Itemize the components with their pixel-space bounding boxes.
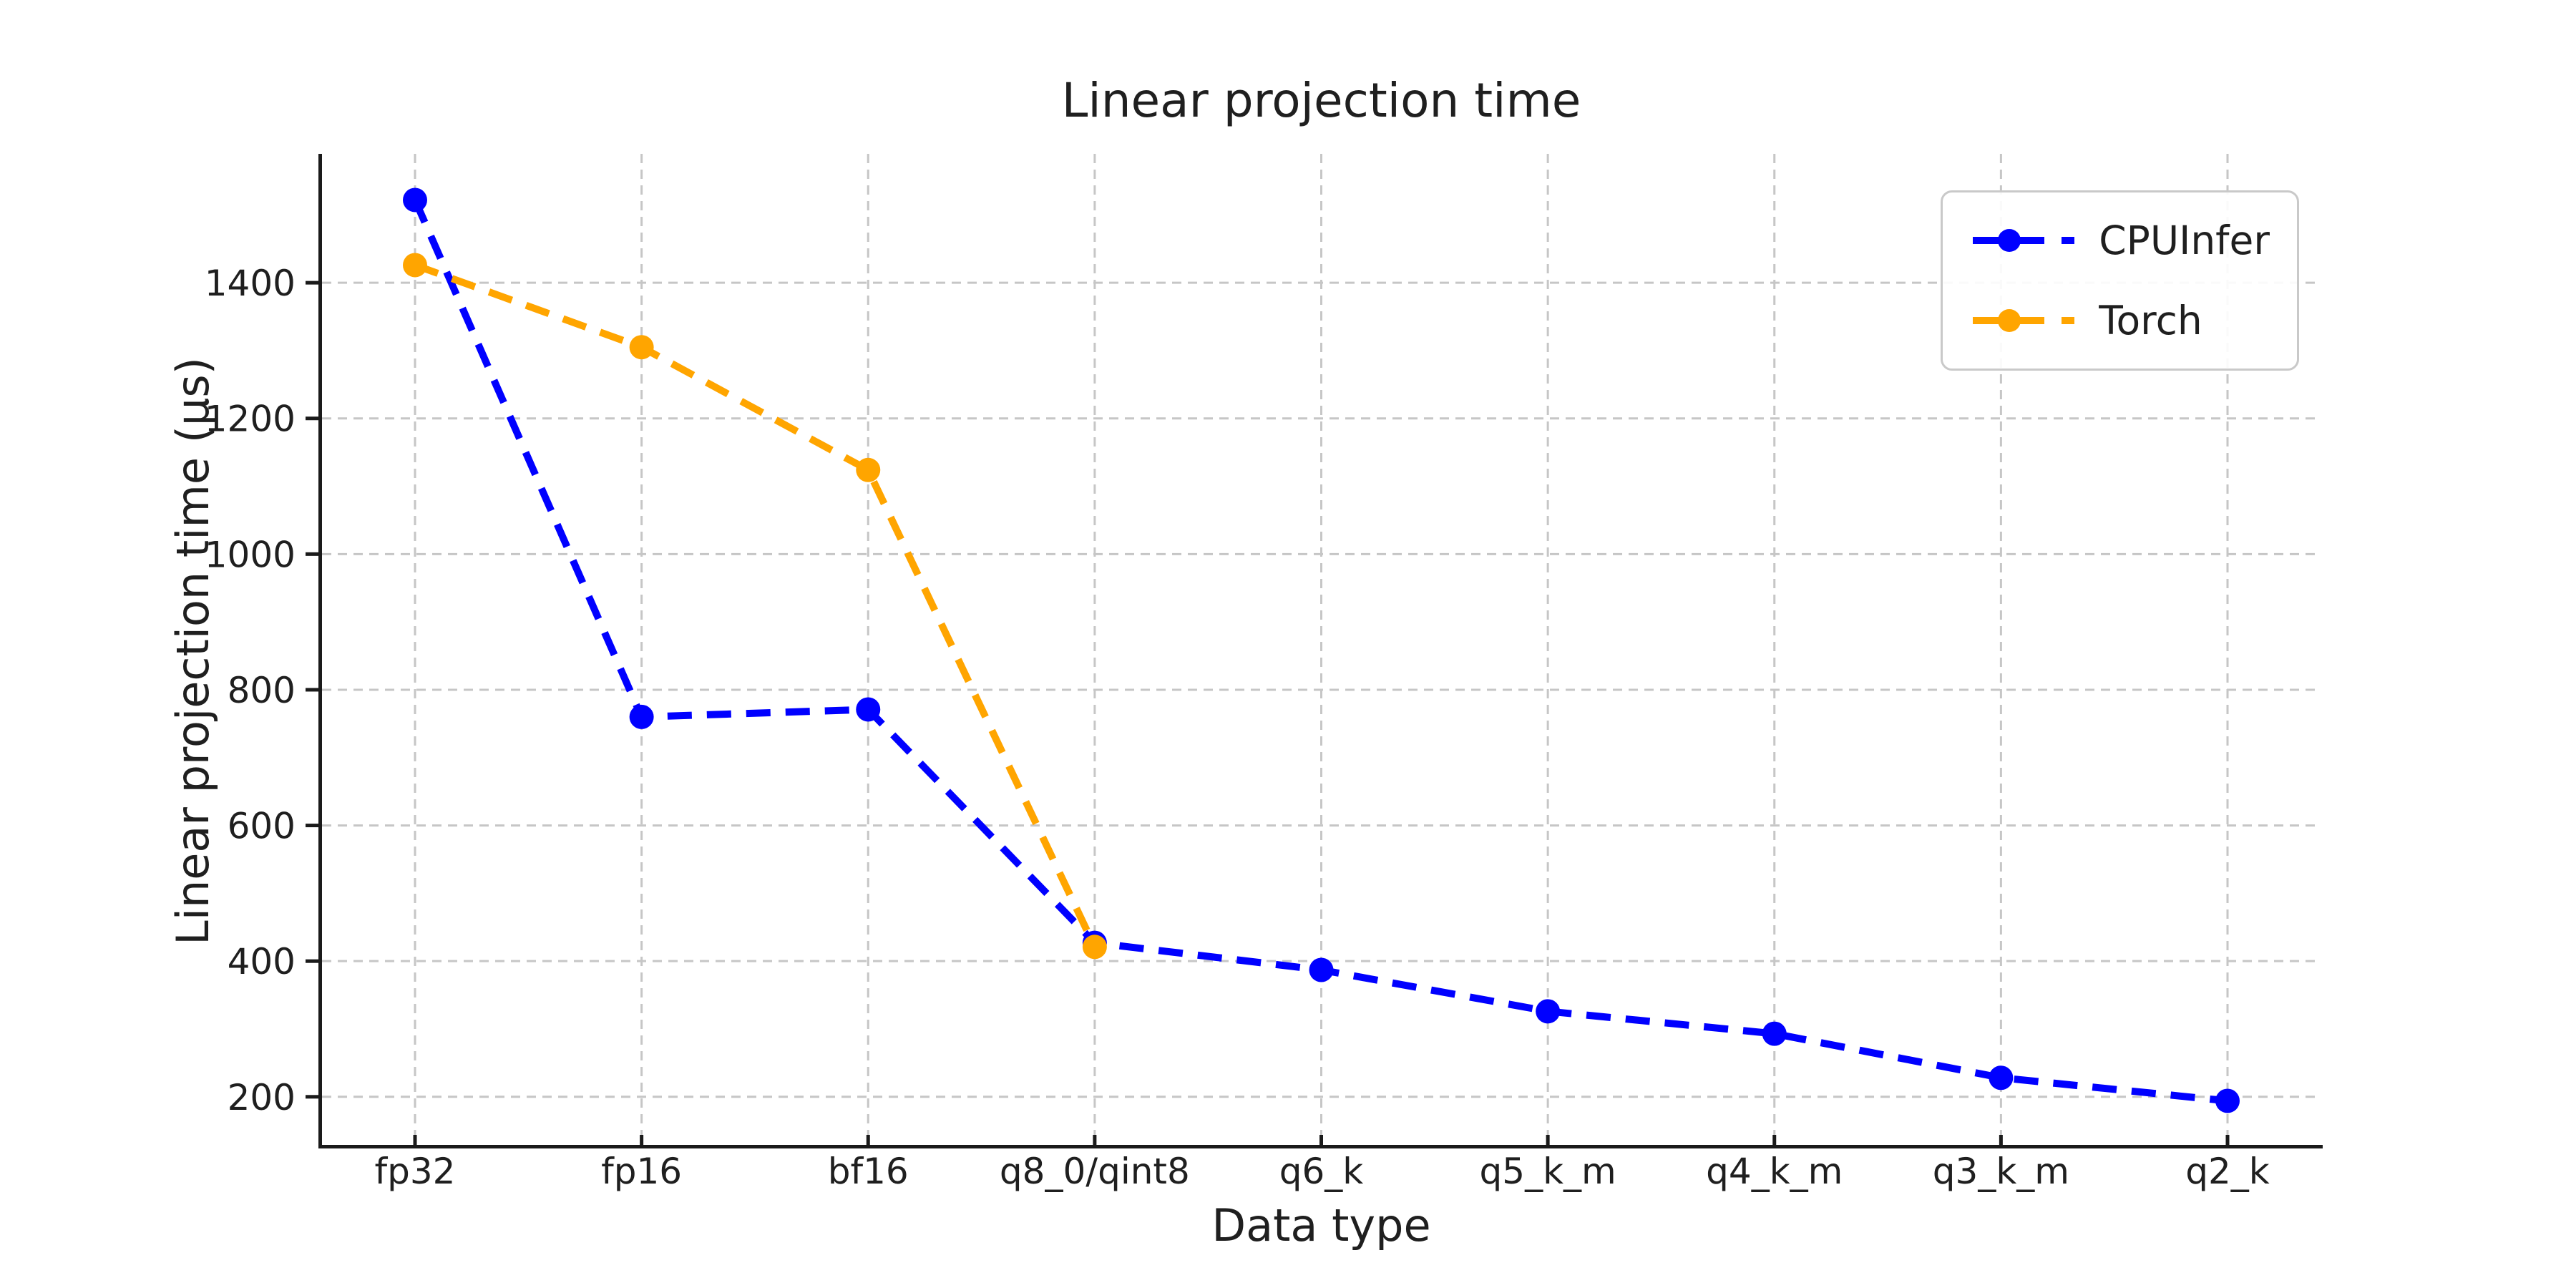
data-point-CPUInfer-fp16 (629, 704, 654, 729)
data-point-Torch-fp32 (403, 253, 427, 278)
data-point-CPUInfer-fp32 (403, 187, 427, 213)
y-tick-800 (306, 688, 318, 692)
x-tick-label-fp32: fp32 (375, 1151, 456, 1192)
data-point-Torch-q8_0/qint8 (1082, 935, 1107, 960)
y-axis-spine (318, 154, 322, 1146)
legend-entry-cpuinfer: CPUInfer (1970, 217, 2270, 264)
legend-marker-icon (1998, 309, 2021, 332)
y-tick-1200 (306, 416, 318, 421)
y-tick-600 (306, 824, 318, 828)
x-tick-label-q8_0/qint8: q8_0/qint8 (1000, 1151, 1190, 1192)
x-tick-fp16 (640, 1135, 644, 1146)
x-tick-label-q4_k_m: q4_k_m (1706, 1151, 1843, 1192)
y-tick-200 (306, 1095, 318, 1099)
y-tick-label-400: 400 (228, 941, 296, 982)
x-tick-q4_k_m (1772, 1135, 1777, 1146)
y-tick-label-800: 800 (228, 670, 296, 711)
y-tick-label-1400: 1400 (205, 263, 296, 304)
x-tick-label-q6_k: q6_k (1279, 1151, 1364, 1192)
legend-label-torch: Torch (2099, 298, 2202, 343)
y-tick-label-1000: 1000 (205, 534, 296, 575)
x-tick-bf16 (866, 1135, 870, 1146)
data-point-CPUInfer-q5_k_m (1536, 999, 1561, 1024)
legend-entry-torch: Torch (1970, 297, 2270, 344)
x-tick-q8_0/qint8 (1093, 1135, 1097, 1146)
legend-sample-line-cpuinfer (1973, 229, 2075, 252)
x-axis-spine (318, 1145, 2323, 1148)
x-tick-q3_k_m (1999, 1135, 2003, 1146)
data-point-CPUInfer-q3_k_m (1989, 1065, 2014, 1091)
x-tick-label-fp16: fp16 (601, 1151, 682, 1192)
y-tick-label-200: 200 (228, 1077, 296, 1118)
legend: CPUInfer Torch (1941, 190, 2299, 371)
y-tick-label-600: 600 (228, 806, 296, 847)
x-tick-fp32 (413, 1135, 417, 1146)
x-tick-label-bf16: bf16 (828, 1151, 909, 1192)
chart-title: Linear projection time (1061, 73, 1581, 128)
data-point-Torch-fp16 (629, 335, 654, 360)
legend-marker-icon (1998, 229, 2021, 252)
y-tick-label-1200: 1200 (205, 399, 296, 440)
x-tick-label-q3_k_m: q3_k_m (1933, 1151, 2069, 1192)
data-point-CPUInfer-bf16 (856, 697, 881, 722)
y-tick-1400 (306, 280, 318, 285)
series-line-Torch (414, 261, 1098, 949)
y-tick-1000 (306, 552, 318, 556)
data-point-CPUInfer-q6_k (1309, 957, 1334, 982)
data-point-CPUInfer-q4_k_m (1762, 1021, 1787, 1046)
data-point-Torch-bf16 (856, 457, 881, 482)
x-tick-q5_k_m (1546, 1135, 1550, 1146)
x-tick-label-q2_k: q2_k (2185, 1151, 2270, 1192)
data-point-CPUInfer-q2_k (2215, 1088, 2240, 1113)
legend-sample-line-torch (1973, 309, 2075, 332)
x-axis-label: Data type (1211, 1199, 1431, 1252)
x-tick-q2_k (2225, 1135, 2230, 1146)
x-tick-label-q5_k_m: q5_k_m (1480, 1151, 1616, 1192)
legend-label-cpuinfer: CPUInfer (2099, 218, 2270, 263)
y-tick-400 (306, 959, 318, 963)
x-tick-q6_k (1319, 1135, 1323, 1146)
